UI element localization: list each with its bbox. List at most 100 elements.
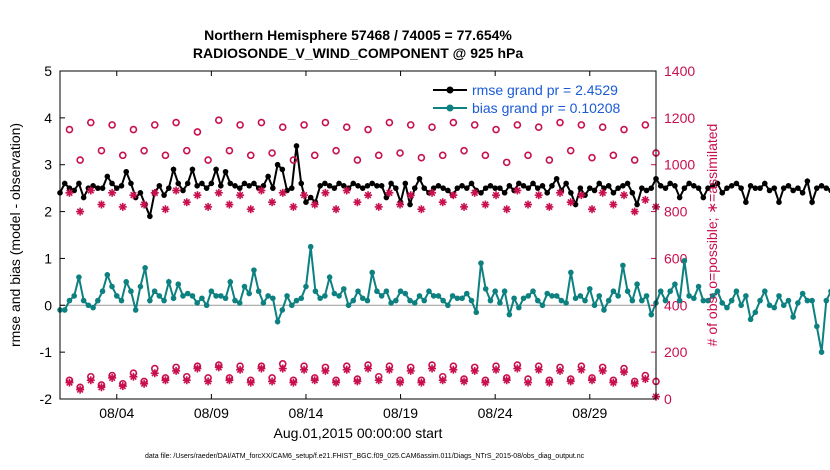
rmse-point	[393, 185, 399, 191]
bias-point	[785, 297, 792, 304]
possible-point	[225, 146, 234, 155]
rmse-point	[757, 185, 763, 191]
rmse-point	[809, 199, 815, 205]
rmse-point	[747, 183, 754, 189]
x-tick-label: 08/29	[572, 405, 607, 421]
rmse-point	[676, 194, 683, 201]
rmse-point	[227, 180, 234, 187]
rmse-point	[246, 183, 253, 189]
assimilated-low-point	[502, 376, 511, 385]
rmse-point	[194, 183, 200, 189]
rmse-point	[137, 190, 144, 196]
assimilated-low-point	[470, 366, 479, 375]
rmse-point	[113, 185, 120, 191]
bias-point	[435, 293, 442, 299]
assimilated-low-point	[118, 382, 127, 391]
chart-title-line2: RADIOSONDE_V_WIND_COMPONENT @ 925 hPa	[193, 45, 523, 61]
bias-point	[99, 288, 106, 295]
bias-point	[194, 300, 200, 306]
possible-point	[129, 125, 138, 134]
bias-point	[724, 304, 730, 311]
possible-point	[630, 156, 639, 164]
rmse-point	[270, 185, 276, 191]
assimilated-low-point	[364, 364, 373, 373]
assimilated-low-point	[161, 376, 170, 385]
bias-point	[629, 297, 636, 304]
bias-point	[104, 272, 111, 278]
rmse-point	[322, 180, 328, 187]
assimilated-low-point	[406, 366, 415, 375]
bias-point	[345, 302, 352, 309]
assimilated-low-point	[76, 385, 85, 394]
bias-point	[605, 297, 612, 304]
rmse-point	[284, 187, 290, 194]
rmse-point	[482, 185, 489, 191]
y-tick-label-left: 4	[44, 110, 52, 126]
bias-point	[383, 288, 390, 295]
assimilated-point	[225, 200, 234, 209]
bias-point	[288, 302, 295, 309]
possible-point	[577, 121, 586, 129]
rmse-point	[667, 180, 673, 187]
rmse-point	[681, 185, 688, 191]
rmse-point	[516, 180, 522, 187]
assimilated-low-point	[140, 379, 149, 388]
bias-point	[610, 288, 617, 295]
possible-point	[193, 128, 202, 136]
bias-point	[709, 293, 716, 299]
bias-point	[66, 297, 73, 304]
possible-point	[545, 156, 554, 164]
bias-point	[624, 288, 631, 295]
ticks-layer: 08/04 08/09 08/14 08/19 08/24 08/29 -2 -1 0 1 2 3 4 5…	[40, 63, 696, 421]
rmse-point	[468, 180, 475, 187]
rmse-point	[161, 192, 167, 198]
bias-point	[615, 293, 621, 299]
rmse-point	[672, 183, 678, 189]
possible-point	[609, 151, 618, 160]
assimilated-point	[108, 188, 117, 197]
bias-point	[473, 309, 480, 316]
rmse-point	[208, 180, 215, 187]
bias-point	[218, 293, 224, 299]
bias-point	[312, 288, 319, 295]
rmse-point	[539, 183, 546, 189]
rmse-point	[804, 178, 811, 184]
assimilated-point	[406, 191, 415, 200]
possible-point	[556, 118, 564, 127]
bias-point	[771, 304, 778, 311]
rmse-point	[738, 185, 744, 191]
possible-point	[524, 151, 532, 160]
bias-point	[752, 309, 759, 316]
bias-point	[501, 288, 508, 295]
assimilated-low-point	[214, 363, 223, 372]
bias-point	[350, 297, 357, 304]
assimilated-low-point	[150, 369, 159, 378]
bias-point	[700, 297, 707, 304]
possible-point	[364, 125, 372, 134]
rmse-point	[733, 180, 740, 187]
rmse-point	[279, 166, 286, 173]
bias-point	[341, 286, 347, 292]
bias-point	[695, 283, 702, 290]
rmse-point	[577, 185, 584, 191]
assimilated-low-point	[278, 364, 287, 373]
x-tick-label: 08/24	[478, 405, 513, 421]
bias-point	[497, 300, 503, 306]
bias-point	[147, 297, 153, 304]
bias-point	[530, 288, 536, 295]
rmse-point	[463, 185, 470, 191]
assimilated-point	[385, 188, 394, 197]
bias-point	[449, 293, 456, 299]
possible-point	[353, 156, 362, 164]
bias-point	[113, 293, 120, 299]
bias-point	[454, 295, 461, 302]
bias-point	[761, 288, 768, 295]
rmse-point	[492, 185, 498, 191]
assimilated-low-point	[534, 365, 543, 374]
bias-point	[506, 311, 513, 318]
rmse-point	[520, 183, 527, 189]
bias-point	[378, 293, 385, 299]
bias-point	[208, 288, 215, 295]
possible-point	[492, 125, 500, 134]
